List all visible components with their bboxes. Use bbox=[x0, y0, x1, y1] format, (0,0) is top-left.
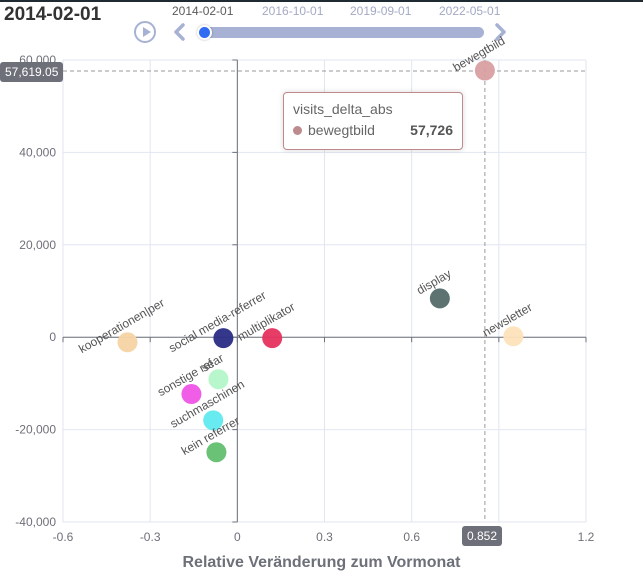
y-tick-label: 40,000 bbox=[19, 145, 56, 159]
x-axis-title: Relative Veränderung zum Vormonat bbox=[182, 554, 461, 571]
data-point-multiplikator bbox=[262, 328, 283, 349]
y-tick-label: -20,000 bbox=[15, 423, 56, 437]
tooltip-title: visits_delta_abs bbox=[293, 101, 393, 117]
tooltip-marker-icon bbox=[293, 125, 302, 135]
tooltip-row: bewegtbild 57,726 bbox=[293, 122, 453, 138]
chevron-left-icon[interactable] bbox=[170, 22, 190, 42]
data-point-sonstige-ref bbox=[181, 384, 202, 405]
x-axis-pointer-label: 0.852 bbox=[462, 526, 503, 546]
play-icon[interactable] bbox=[134, 21, 156, 43]
x-tick-label: 0.6 bbox=[403, 530, 420, 544]
x-tick-label: -0.6 bbox=[53, 530, 74, 544]
tooltip-value: 57,726 bbox=[410, 122, 453, 138]
timeline-label-3[interactable]: 2022-05-01 bbox=[439, 4, 501, 18]
tooltip-series-name: bewegtbild bbox=[308, 122, 375, 138]
x-tick-label: 0 bbox=[234, 530, 241, 544]
timeline-label-2[interactable]: 2019-09-01 bbox=[350, 4, 412, 18]
chart-title: 2014-02-01 bbox=[4, 4, 102, 25]
data-point-social-media-referrer bbox=[213, 328, 234, 349]
window-top-border bbox=[0, 0, 643, 2]
x-tick-label: 1.2 bbox=[578, 530, 595, 544]
data-point-kooperationen-per bbox=[117, 332, 138, 353]
y-tick-label: 0 bbox=[49, 330, 56, 344]
y-axis-pointer-label: 57,619.05 bbox=[0, 62, 64, 82]
data-point-suchmaschinen bbox=[203, 410, 224, 431]
y-tick-label: 20,000 bbox=[19, 238, 56, 252]
data-point-sear bbox=[208, 369, 229, 390]
y-tick-label: -40,000 bbox=[15, 515, 56, 529]
tooltip: visits_delta_abs bewegtbild 57,726 bbox=[283, 92, 463, 150]
data-point-display bbox=[429, 288, 450, 309]
chevron-right-icon[interactable] bbox=[490, 22, 510, 42]
timeline-label-0[interactable]: 2014-02-01 bbox=[172, 4, 234, 18]
data-point-bewegtbild bbox=[474, 60, 495, 81]
timeline-handle[interactable] bbox=[197, 25, 212, 40]
x-tick-label: 0.3 bbox=[316, 530, 333, 544]
data-point-kein-referrer bbox=[206, 442, 227, 463]
data-point-newsletter bbox=[503, 326, 524, 347]
timeline-track[interactable] bbox=[204, 27, 484, 38]
timeline-label-1[interactable]: 2016-10-01 bbox=[262, 4, 324, 18]
x-tick-label: -0.3 bbox=[140, 530, 161, 544]
